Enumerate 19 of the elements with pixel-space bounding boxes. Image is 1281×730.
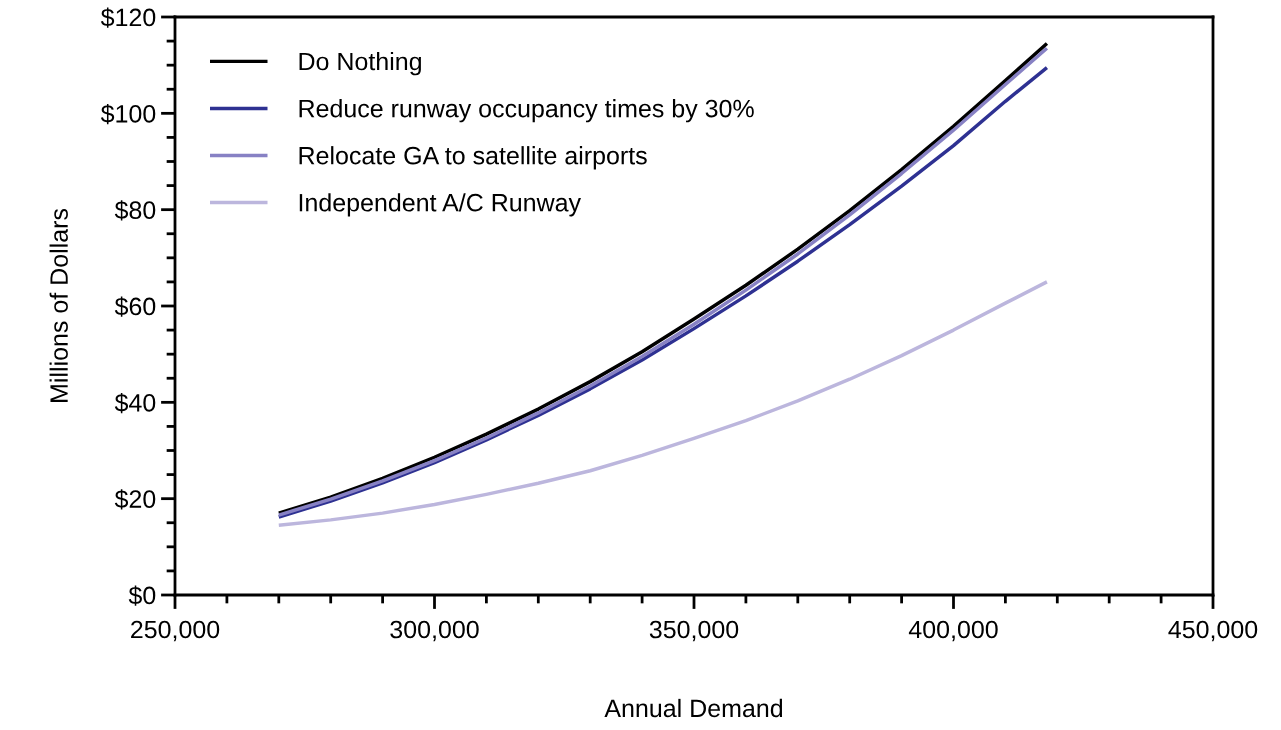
line-series bbox=[277, 280, 1049, 527]
x-tick-label: 400,000 bbox=[908, 620, 998, 642]
legend-label: Relocate GA to satellite airports bbox=[299, 146, 647, 170]
y-tick-label: $60 bbox=[114, 296, 156, 317]
legend-label: Do Nothing bbox=[299, 52, 421, 76]
legend-label: Reduce runway occupancy times by 30% bbox=[299, 99, 754, 123]
y-tick-label: $40 bbox=[114, 392, 156, 414]
x-tick-label: 300,000 bbox=[390, 620, 479, 642]
legend-label: Independent A/C Runway bbox=[299, 193, 581, 217]
y-tick-label: $0 bbox=[128, 585, 156, 606]
y-tick-label: $80 bbox=[114, 200, 156, 221]
y-tick-label: $20 bbox=[114, 489, 156, 510]
x-axis-title: Annual Demand bbox=[604, 698, 783, 718]
y-axis-title: Millions of Dollars bbox=[49, 208, 68, 402]
y-tick-label: $100 bbox=[100, 103, 156, 125]
y-tick-label: $120 bbox=[100, 7, 156, 28]
x-tick-label: 350,000 bbox=[649, 620, 739, 642]
x-tick-label: 250,000 bbox=[131, 620, 220, 642]
x-tick-label: 450,000 bbox=[1168, 620, 1258, 642]
